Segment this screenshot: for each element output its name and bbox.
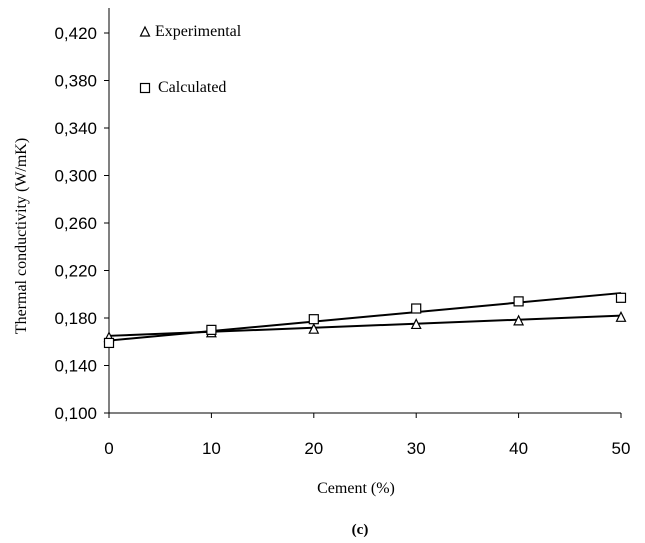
- axes: [109, 8, 621, 413]
- x-tick-label: 10: [202, 439, 221, 458]
- experimental-point: [617, 312, 626, 321]
- legend-label-experimental: Experimental: [155, 23, 242, 40]
- calculated-point: [105, 338, 114, 347]
- calculated-point: [617, 293, 626, 302]
- calculated-point: [514, 297, 523, 306]
- y-axis-title: Thermal conductivity (W/mK): [13, 138, 30, 334]
- legend: Experimental Calculated: [141, 23, 242, 96]
- x-tick-label: 50: [612, 439, 631, 458]
- calculated-trendline: [109, 293, 621, 341]
- legend-triangle-icon: [141, 27, 150, 36]
- y-tick-label: 0,180: [54, 309, 97, 328]
- legend-square-icon: [141, 84, 150, 93]
- x-tick-label: 30: [407, 439, 426, 458]
- x-tick-label: 0: [104, 439, 113, 458]
- y-tick-label: 0,380: [54, 72, 97, 91]
- data-marks: [105, 293, 626, 347]
- x-tick-label: 40: [509, 439, 528, 458]
- y-tick-label: 0,140: [54, 357, 97, 376]
- y-tick-label: 0,420: [54, 24, 97, 43]
- x-tick-label: 20: [304, 439, 323, 458]
- y-tick-label: 0,260: [54, 214, 97, 233]
- calculated-point: [309, 315, 318, 324]
- x-axis-title: Cement (%): [317, 480, 395, 497]
- figure-caption: (c): [352, 522, 369, 538]
- calculated-point: [207, 325, 216, 334]
- y-tick-label: 0,340: [54, 119, 97, 138]
- calculated-point: [412, 304, 421, 313]
- y-tick-label: 0,220: [54, 262, 97, 281]
- trendlines: [109, 293, 621, 341]
- y-tick-label: 0,100: [54, 404, 97, 423]
- legend-label-calculated: Calculated: [158, 79, 226, 96]
- y-tick-label: 0,300: [54, 167, 97, 186]
